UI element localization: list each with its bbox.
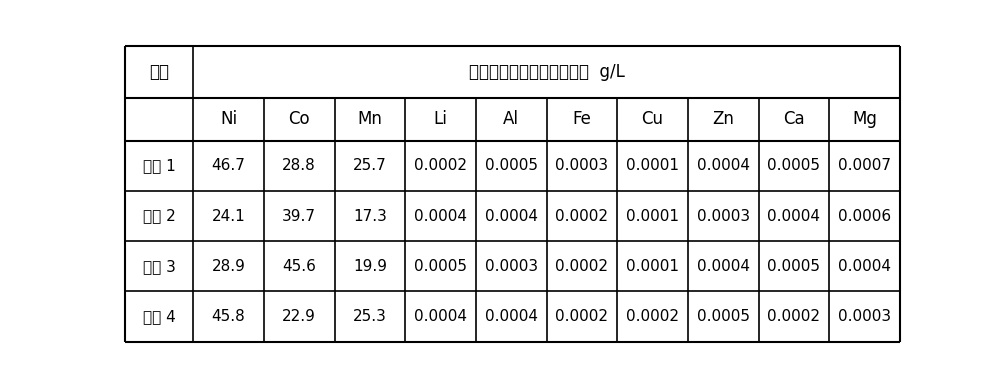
Text: 0.0005: 0.0005 — [485, 158, 538, 173]
Text: 25.7: 25.7 — [353, 158, 387, 173]
Text: Al: Al — [503, 110, 519, 128]
Text: 0.0004: 0.0004 — [767, 209, 820, 223]
Text: 实例 3: 实例 3 — [143, 259, 176, 274]
Text: 22.9: 22.9 — [282, 309, 316, 324]
Text: 17.3: 17.3 — [353, 209, 387, 223]
Text: Co: Co — [288, 110, 310, 128]
Text: 28.9: 28.9 — [212, 259, 245, 274]
Text: Mn: Mn — [357, 110, 382, 128]
Text: 0.0003: 0.0003 — [485, 259, 538, 274]
Text: 45.6: 45.6 — [282, 259, 316, 274]
Text: 0.0003: 0.0003 — [697, 209, 750, 223]
Text: Ca: Ca — [783, 110, 805, 128]
Text: 28.8: 28.8 — [282, 158, 316, 173]
Text: 实例 4: 实例 4 — [143, 309, 175, 324]
Text: 0.0002: 0.0002 — [555, 309, 608, 324]
Text: 25.3: 25.3 — [353, 309, 387, 324]
Text: 0.0005: 0.0005 — [697, 309, 750, 324]
Text: 39.7: 39.7 — [282, 209, 316, 223]
Text: 0.0001: 0.0001 — [626, 259, 679, 274]
Text: 0.0004: 0.0004 — [838, 259, 891, 274]
Text: 化学成份含量（质量分数）  g/L: 化学成份含量（质量分数） g/L — [469, 63, 625, 81]
Text: 19.9: 19.9 — [353, 259, 387, 274]
Text: Li: Li — [434, 110, 448, 128]
Text: 24.1: 24.1 — [212, 209, 245, 223]
Text: 0.0005: 0.0005 — [414, 259, 467, 274]
Text: 0.0004: 0.0004 — [697, 158, 750, 173]
Text: 46.7: 46.7 — [212, 158, 245, 173]
Text: Cu: Cu — [642, 110, 664, 128]
Text: 0.0004: 0.0004 — [485, 209, 538, 223]
Text: 0.0003: 0.0003 — [555, 158, 609, 173]
Text: Zn: Zn — [712, 110, 734, 128]
Text: 0.0002: 0.0002 — [767, 309, 820, 324]
Text: 实例 1: 实例 1 — [143, 158, 175, 173]
Text: 0.0001: 0.0001 — [626, 158, 679, 173]
Text: 0.0004: 0.0004 — [414, 309, 467, 324]
Text: Ni: Ni — [220, 110, 237, 128]
Text: 实例 2: 实例 2 — [143, 209, 175, 223]
Text: 0.0002: 0.0002 — [626, 309, 679, 324]
Text: 0.0002: 0.0002 — [414, 158, 467, 173]
Text: Mg: Mg — [852, 110, 877, 128]
Text: Fe: Fe — [573, 110, 591, 128]
Text: 0.0004: 0.0004 — [485, 309, 538, 324]
Text: 0.0003: 0.0003 — [838, 309, 891, 324]
Text: 0.0004: 0.0004 — [697, 259, 750, 274]
Text: 0.0005: 0.0005 — [767, 158, 820, 173]
Text: 0.0002: 0.0002 — [555, 259, 608, 274]
Text: 0.0006: 0.0006 — [838, 209, 891, 223]
Text: 批号: 批号 — [149, 63, 169, 81]
Text: 0.0001: 0.0001 — [626, 209, 679, 223]
Text: 0.0005: 0.0005 — [767, 259, 820, 274]
Text: 0.0007: 0.0007 — [838, 158, 891, 173]
Text: 0.0004: 0.0004 — [414, 209, 467, 223]
Text: 0.0002: 0.0002 — [555, 209, 608, 223]
Text: 45.8: 45.8 — [212, 309, 245, 324]
